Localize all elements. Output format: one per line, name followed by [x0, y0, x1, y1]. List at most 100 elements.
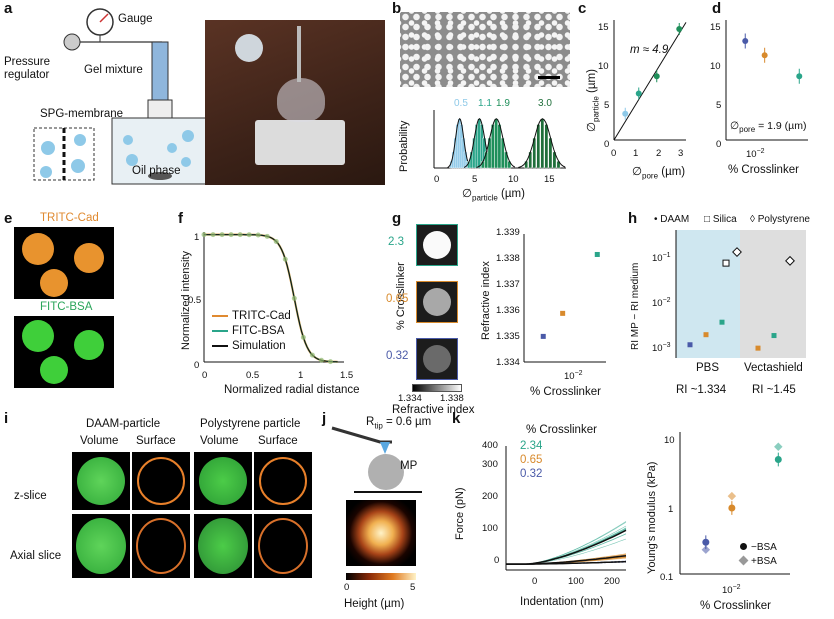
daam-point	[720, 320, 725, 325]
label-pressure-regulator: Pressure regulator	[4, 56, 50, 82]
c-xtick-0: 0	[611, 148, 616, 159]
d-annotation: ∅pore = 1.9 (µm)	[730, 120, 806, 134]
c-xtick-3: 3	[678, 148, 683, 159]
ri-contrast-plot	[676, 230, 806, 358]
photo-gauge	[235, 34, 263, 62]
photo-stand	[297, 26, 301, 82]
panel-label-e: e	[4, 210, 12, 227]
particle-vs-pore-plot	[614, 20, 694, 145]
force-indentation-plot	[506, 446, 630, 574]
data-point	[319, 358, 324, 363]
k2-xtick: 10−2	[722, 584, 741, 596]
b-peak-0: 0.5	[454, 98, 468, 109]
f-xlabel: Normalized radial distance	[224, 384, 360, 396]
k-title: % Crosslinker	[526, 424, 597, 436]
polystyrene-point	[733, 248, 741, 256]
fitc-image	[14, 316, 114, 388]
f-ytick-2: 1	[194, 232, 199, 243]
plus-bsa-point	[774, 442, 782, 450]
b-xtick-3: 15	[544, 174, 555, 185]
i-daam-z-surface	[132, 452, 190, 510]
f-xtick-1: 0.5	[246, 370, 259, 381]
data-point	[256, 233, 261, 238]
h-ytick-0: 10−1	[652, 252, 671, 264]
i-daam-axial-volume	[72, 514, 130, 578]
b-xlabel: ∅particle (µm)	[462, 186, 525, 202]
g-crosslinker-1: 0.65	[386, 293, 408, 305]
k-ytick-3: 300	[482, 459, 498, 470]
b-xtick-2: 10	[508, 174, 519, 185]
c-ytick-1: 5	[604, 100, 609, 111]
j-cbar-max: 5	[410, 582, 415, 593]
data-point	[654, 73, 660, 79]
data-point	[202, 232, 207, 237]
d-ytick-1: 5	[716, 100, 721, 111]
size-distribution-histogram	[434, 110, 574, 172]
i-row-0: z-slice	[14, 490, 47, 502]
histogram-bar	[498, 124, 501, 168]
k-ytick-1: 100	[482, 523, 498, 534]
k-ytick-0: 0	[494, 555, 499, 566]
b-peak-1: 1.1	[478, 98, 492, 109]
ri-vs-crosslinker-plot	[524, 234, 614, 364]
k-xtick-0: 0	[532, 576, 537, 587]
i-ps-z-surface	[254, 452, 312, 510]
i-daam-z-volume	[72, 452, 130, 510]
data-point	[328, 359, 333, 364]
f-xtick-3: 1.5	[340, 370, 353, 381]
c-ytick-0: 0	[604, 139, 609, 150]
c-xtick-1: 1	[633, 148, 638, 159]
b-xtick-1: 5	[472, 174, 477, 185]
j-mp: MP	[400, 460, 417, 472]
ri-image-0.32	[416, 338, 458, 380]
panel-label-h: h	[628, 210, 637, 227]
photo-flask	[277, 78, 325, 122]
g-cbar-label: Refractive index	[392, 404, 474, 416]
c-ytick-3: 15	[598, 22, 609, 33]
regulator-knob-icon	[64, 34, 80, 50]
g-xlabel: % Crosslinker	[530, 386, 601, 398]
k-xtick-1: 100	[568, 576, 584, 587]
h-group-vectashield: Vectashield	[744, 362, 803, 374]
gel-syringe	[152, 42, 168, 100]
b-peak-2: 1.9	[496, 98, 510, 109]
h-ri-pbs: RI ~1.334	[676, 384, 726, 396]
g-crosslinker-2: 0.32	[386, 350, 408, 362]
data-point	[301, 335, 306, 340]
b-peak-3: 3.0	[538, 98, 552, 109]
c-xtick-2: 2	[656, 148, 661, 159]
afm-height-colorbar	[346, 573, 416, 580]
j-rtip: Rtip = 0.6 µm	[366, 416, 431, 430]
plus-bsa-point	[702, 545, 710, 553]
b-ylabel: Probability	[398, 121, 410, 172]
daam-point	[688, 342, 693, 347]
k-ytick-2: 200	[482, 491, 498, 502]
g-cbar-max: 1.338	[440, 393, 464, 404]
h-legend-polystyrene: ◊ Polystyrene	[750, 214, 810, 225]
h-ytick-2: 10−3	[652, 342, 671, 354]
data-point	[283, 257, 288, 262]
polystyrene-point	[786, 257, 794, 265]
d-ytick-0: 0	[716, 139, 721, 150]
fit-line	[614, 22, 686, 140]
daam-point	[756, 346, 761, 351]
f-xtick-2: 1	[298, 370, 303, 381]
k2-legend-0: −BSA	[740, 542, 777, 553]
i-col-0: Volume	[80, 435, 118, 447]
data-point	[211, 232, 216, 237]
afm-tip-schematic	[330, 420, 440, 500]
h-ri-vectashield: RI ~1.45	[752, 384, 796, 396]
ri-image-0.65	[416, 281, 458, 323]
afm-height-map	[346, 500, 416, 566]
k2-legend-1: +BSA	[740, 556, 777, 567]
data-point	[247, 232, 252, 237]
data-point	[636, 91, 642, 97]
g-ytick-4: 1.338	[496, 253, 520, 264]
daam-point	[704, 332, 709, 337]
silica-point	[723, 260, 729, 266]
setup-photo	[205, 20, 385, 185]
k-xtick-2: 200	[604, 576, 620, 587]
f-legend-2: Simulation	[212, 340, 286, 352]
c-xlabel: ∅pore (µm)	[632, 164, 685, 180]
microparticle-icon	[368, 454, 404, 490]
